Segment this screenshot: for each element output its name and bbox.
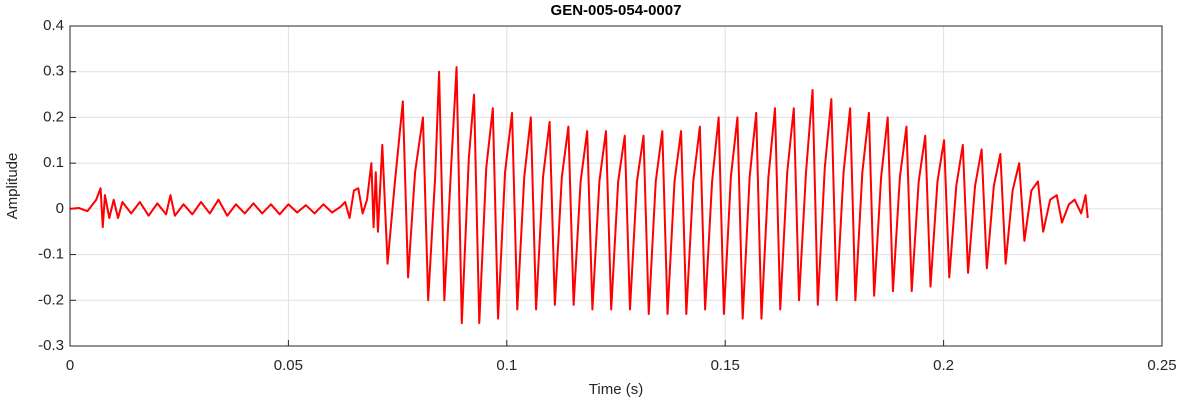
y-tick-label: 0.2: [43, 108, 64, 125]
x-tick-label: 0.1: [496, 357, 517, 374]
x-tick-label: 0.05: [274, 357, 303, 374]
y-axis-label: Amplitude: [4, 153, 21, 220]
x-axis-label: Time (s): [589, 381, 643, 398]
chart-title: GEN-005-054-0007: [551, 2, 682, 19]
x-tick-label: 0.25: [1147, 357, 1176, 374]
y-tick-label: 0.3: [43, 63, 64, 80]
waveform: [69, 66, 1089, 325]
x-tick-label: 0.15: [711, 357, 740, 374]
y-tick-label: -0.3: [38, 337, 64, 354]
x-tick-label: 0.2: [933, 357, 954, 374]
y-tick-label: 0.4: [43, 17, 64, 34]
plot-frame: [69, 25, 1163, 347]
y-tick-label: -0.1: [38, 246, 64, 263]
x-tick-label: 0: [66, 357, 74, 374]
y-tick-label: -0.2: [38, 291, 64, 308]
y-tick-label: 0: [56, 200, 64, 217]
y-tick-label: 0.1: [43, 154, 64, 171]
